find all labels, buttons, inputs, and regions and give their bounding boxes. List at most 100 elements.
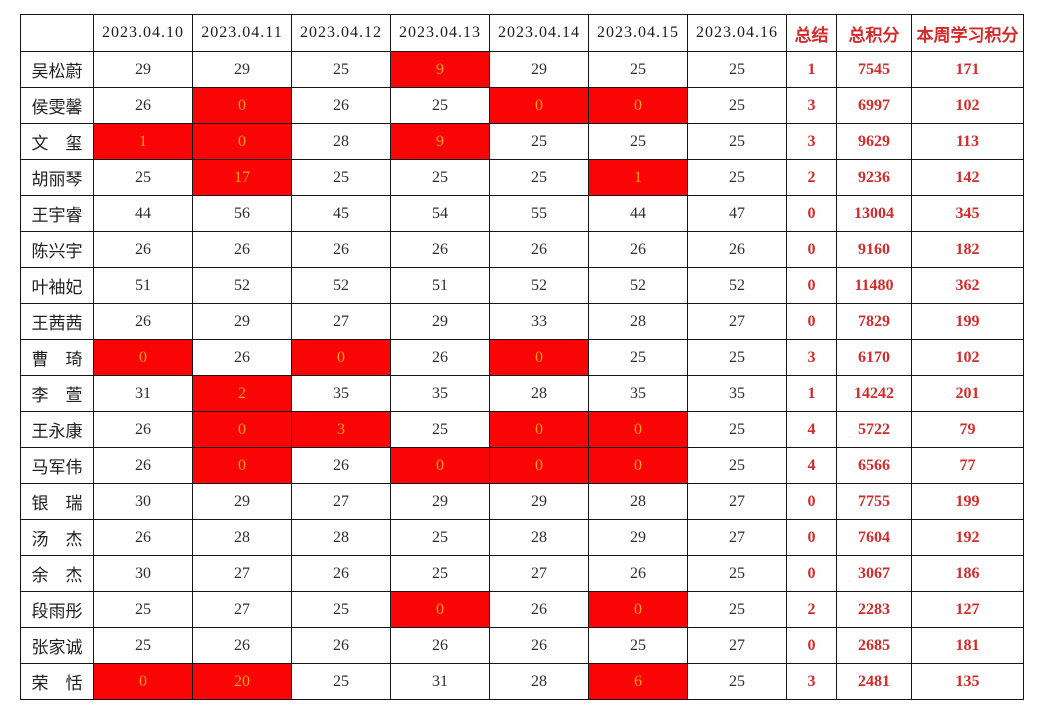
score-cell: 25 (489, 159, 589, 196)
score-cell: 26 (390, 231, 490, 268)
score-cell: 26 (687, 231, 787, 268)
summary-count: 1 (786, 375, 837, 412)
score-cell: 26 (192, 339, 292, 376)
score-cell: 35 (291, 375, 391, 412)
total-points-header: 总积分 (836, 14, 912, 52)
score-cell: 27 (192, 591, 292, 628)
score-cell: 25 (390, 159, 490, 196)
total-points: 2685 (836, 627, 912, 664)
student-name: 李 萱 (20, 375, 94, 412)
score-cell: 9 (390, 51, 490, 88)
summary-count: 3 (786, 663, 837, 700)
score-cell: 52 (588, 267, 688, 304)
score-cell: 26 (390, 339, 490, 376)
score-cell: 0 (192, 411, 292, 448)
summary-count: 3 (786, 87, 837, 124)
weekly-points: 135 (911, 663, 1024, 700)
date-header-5: 2023.04.14 (489, 14, 589, 52)
score-cell: 51 (390, 267, 490, 304)
score-cell: 35 (390, 375, 490, 412)
score-cell: 27 (687, 483, 787, 520)
weekly-points: 171 (911, 51, 1024, 88)
total-points: 9160 (836, 231, 912, 268)
score-cell: 25 (489, 123, 589, 160)
score-cell: 51 (93, 267, 193, 304)
summary-count: 0 (786, 483, 837, 520)
table-header: 2023.04.10 2023.04.11 2023.04.12 2023.04… (20, 14, 1024, 52)
score-cell: 0 (588, 591, 688, 628)
student-name: 叶袖妃 (20, 267, 94, 304)
total-points: 13004 (836, 195, 912, 232)
score-cell: 0 (489, 339, 589, 376)
student-name: 张家诚 (20, 627, 94, 664)
summary-count: 3 (786, 339, 837, 376)
total-points: 5722 (836, 411, 912, 448)
total-points: 3067 (836, 555, 912, 592)
total-points: 9236 (836, 159, 912, 196)
score-cell: 25 (291, 591, 391, 628)
total-points: 6566 (836, 447, 912, 484)
score-cell: 25 (390, 519, 490, 556)
total-points: 6170 (836, 339, 912, 376)
score-cell: 25 (687, 51, 787, 88)
summary-count: 1 (786, 51, 837, 88)
header-row: 2023.04.10 2023.04.11 2023.04.12 2023.04… (20, 14, 1024, 52)
score-cell: 26 (192, 627, 292, 664)
total-points: 9629 (836, 123, 912, 160)
score-cell: 26 (291, 87, 391, 124)
weekly-points: 199 (911, 483, 1024, 520)
table-row: 叶袖妃 51 52 52 51 52 52 52 0 11480 362 (20, 267, 1024, 304)
score-cell: 25 (588, 627, 688, 664)
score-cell: 3 (291, 411, 391, 448)
table-row: 王茜茜 26 29 27 29 33 28 27 0 7829 199 (20, 303, 1024, 340)
student-name: 银 瑞 (20, 483, 94, 520)
summary-count: 0 (786, 519, 837, 556)
table-row: 王宇睿 44 56 45 54 55 44 47 0 13004 345 (20, 195, 1024, 232)
score-cell: 1 (588, 159, 688, 196)
table-row: 文 玺 1 0 28 9 25 25 25 3 9629 113 (20, 123, 1024, 160)
table-row: 银 瑞 30 29 27 29 29 28 27 0 7755 199 (20, 483, 1024, 520)
table-row: 荣 恬 0 20 25 31 28 6 25 3 2481 135 (20, 663, 1024, 700)
score-cell: 25 (291, 663, 391, 700)
score-cell: 28 (588, 303, 688, 340)
score-cell: 0 (588, 87, 688, 124)
score-cell: 33 (489, 303, 589, 340)
student-name: 王宇睿 (20, 195, 94, 232)
score-cell: 27 (291, 483, 391, 520)
table-row: 余 杰 30 27 26 25 27 26 25 0 3067 186 (20, 555, 1024, 592)
score-cell: 25 (588, 123, 688, 160)
score-cell: 35 (588, 375, 688, 412)
score-cell: 9 (390, 123, 490, 160)
score-cell: 27 (489, 555, 589, 592)
total-points: 2481 (836, 663, 912, 700)
score-cell: 25 (390, 411, 490, 448)
score-cell: 26 (93, 447, 193, 484)
score-cell: 52 (192, 267, 292, 304)
score-cell: 29 (192, 303, 292, 340)
date-header-1: 2023.04.10 (93, 14, 193, 52)
score-cell: 0 (489, 411, 589, 448)
score-cell: 52 (489, 267, 589, 304)
score-cell: 25 (687, 87, 787, 124)
score-cell: 25 (390, 555, 490, 592)
score-cell: 25 (588, 51, 688, 88)
table-row: 曹 琦 0 26 0 26 0 25 25 3 6170 102 (20, 339, 1024, 376)
score-cell: 26 (291, 447, 391, 484)
total-points: 11480 (836, 267, 912, 304)
score-cell: 30 (93, 483, 193, 520)
total-points: 2283 (836, 591, 912, 628)
total-points: 7829 (836, 303, 912, 340)
score-cell: 28 (489, 663, 589, 700)
score-cell: 28 (291, 519, 391, 556)
score-cell: 20 (192, 663, 292, 700)
score-cell: 35 (687, 375, 787, 412)
score-cell: 25 (93, 627, 193, 664)
total-points: 7755 (836, 483, 912, 520)
score-cell: 26 (192, 231, 292, 268)
weekly-points: 77 (911, 447, 1024, 484)
student-name: 余 杰 (20, 555, 94, 592)
total-points: 7604 (836, 519, 912, 556)
score-cell: 0 (489, 447, 589, 484)
score-cell: 26 (93, 231, 193, 268)
table-row: 胡丽琴 25 17 25 25 25 1 25 2 9236 142 (20, 159, 1024, 196)
